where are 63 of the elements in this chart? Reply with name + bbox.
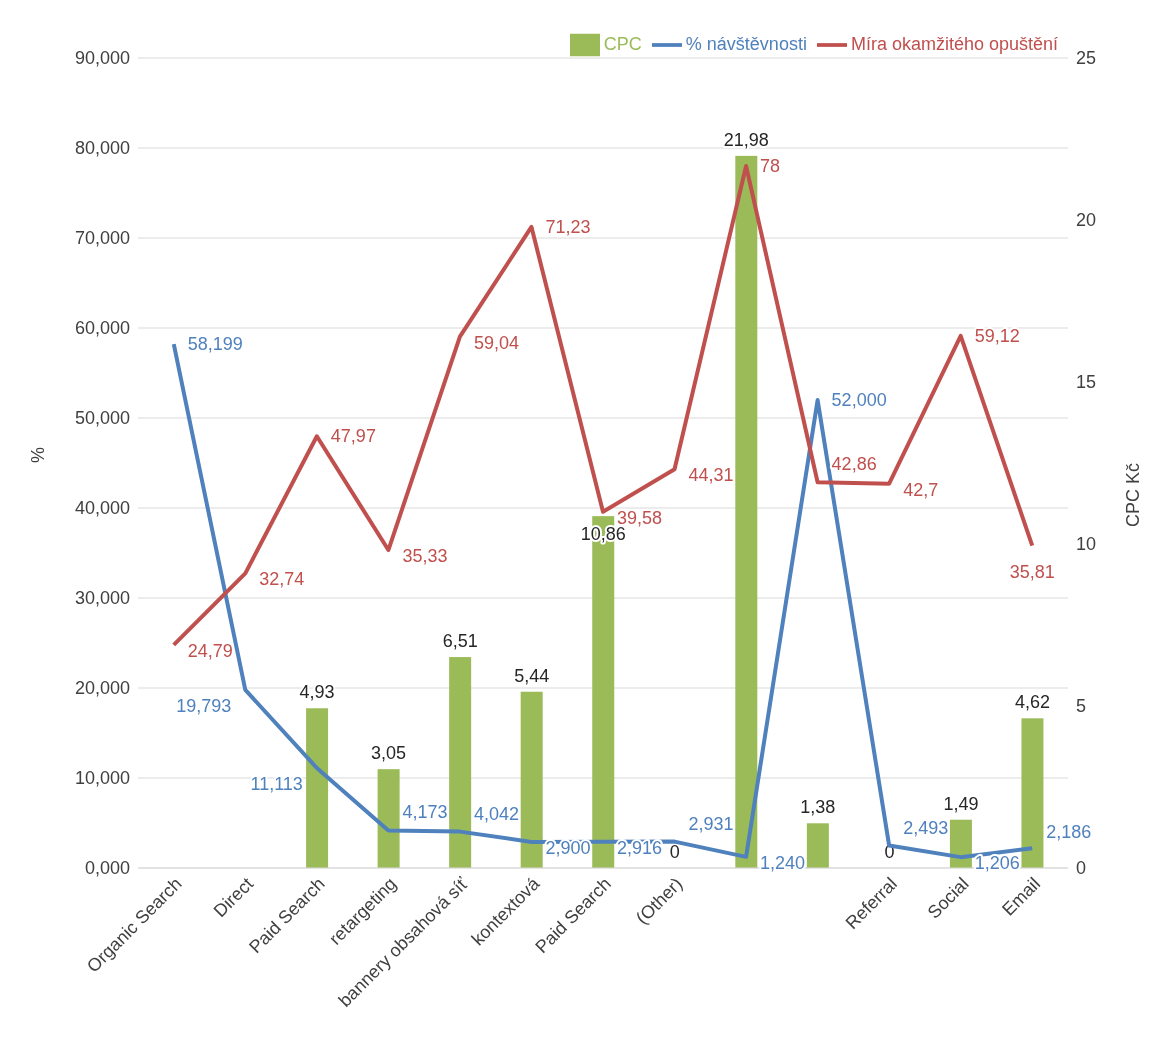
data-label: 4,042 bbox=[473, 803, 519, 824]
data-label: 1,38 bbox=[800, 797, 836, 818]
data-label: 3,05 bbox=[371, 743, 407, 764]
y2-axis-title: CPC Kč bbox=[1123, 463, 1144, 528]
y2-tick-label: 20 bbox=[1076, 210, 1097, 231]
y2-tick-label: 0 bbox=[1076, 858, 1087, 879]
bar bbox=[306, 708, 329, 868]
data-label: 42,86 bbox=[831, 454, 877, 475]
bar bbox=[806, 823, 829, 868]
data-label: 24,79 bbox=[187, 640, 233, 661]
y-tick-label: 60,000 bbox=[74, 318, 130, 339]
data-label: 0 bbox=[669, 842, 680, 862]
data-label: 58,199 bbox=[187, 334, 243, 355]
legend-label: CPC bbox=[603, 33, 642, 54]
data-label: 59,04 bbox=[473, 332, 519, 353]
y-tick-label: 50,000 bbox=[74, 408, 130, 429]
data-label: 1,240 bbox=[760, 852, 806, 873]
legend-label: Míra okamžitého opuštění bbox=[850, 33, 1058, 54]
data-label: 4,62 bbox=[1014, 692, 1050, 713]
data-label: 1,49 bbox=[943, 793, 979, 814]
y2-tick-label: 10 bbox=[1076, 534, 1097, 555]
data-label: 5,44 bbox=[514, 665, 550, 686]
y-tick-label: 10,000 bbox=[74, 768, 130, 789]
y-tick-label: 20,000 bbox=[74, 678, 130, 699]
bar bbox=[735, 155, 758, 868]
y2-tick-label: 25 bbox=[1076, 48, 1097, 69]
data-label: 35,33 bbox=[402, 546, 448, 567]
data-label: 2,900 bbox=[545, 837, 591, 858]
data-label: 59,12 bbox=[974, 325, 1020, 346]
data-label: 71,23 bbox=[545, 216, 591, 237]
y-axis-title: % bbox=[28, 446, 49, 463]
data-label: 44,31 bbox=[688, 465, 734, 486]
y-tick-label: 80,000 bbox=[74, 138, 130, 159]
y2-tick-label: 15 bbox=[1076, 372, 1097, 393]
data-label: 1,206 bbox=[974, 853, 1020, 874]
y-tick-label: 90,000 bbox=[74, 48, 130, 69]
data-label: 21,98 bbox=[723, 129, 769, 150]
data-label: 6,51 bbox=[442, 631, 478, 652]
data-label: 11,113 bbox=[250, 773, 303, 794]
data-label: 4,93 bbox=[299, 682, 335, 703]
data-label: 2,186 bbox=[1046, 822, 1092, 843]
data-label: 19,793 bbox=[176, 695, 232, 716]
data-label: 2,916 bbox=[617, 837, 663, 858]
bar bbox=[1021, 718, 1044, 868]
bar bbox=[449, 657, 472, 868]
data-label: 78 bbox=[760, 156, 781, 176]
data-label: 32,74 bbox=[259, 569, 305, 590]
y-tick-label: 30,000 bbox=[74, 588, 130, 609]
data-label: 2,493 bbox=[903, 817, 949, 838]
data-label: 2,931 bbox=[688, 813, 734, 834]
data-label: 39,58 bbox=[617, 507, 663, 528]
y2-tick-label: 5 bbox=[1076, 696, 1087, 717]
data-label: 42,7 bbox=[903, 479, 939, 500]
bar bbox=[377, 769, 400, 868]
bar bbox=[520, 691, 543, 868]
legend-label: % návštěvnosti bbox=[685, 33, 807, 54]
data-label: 35,81 bbox=[1009, 561, 1055, 582]
data-label: 47,97 bbox=[330, 426, 376, 447]
data-label: 4,173 bbox=[402, 802, 448, 823]
data-label: 52,000 bbox=[831, 390, 887, 410]
y-tick-label: 40,000 bbox=[74, 498, 130, 519]
y-tick-label: 70,000 bbox=[74, 228, 130, 249]
y-tick-label: 0,000 bbox=[84, 858, 130, 879]
